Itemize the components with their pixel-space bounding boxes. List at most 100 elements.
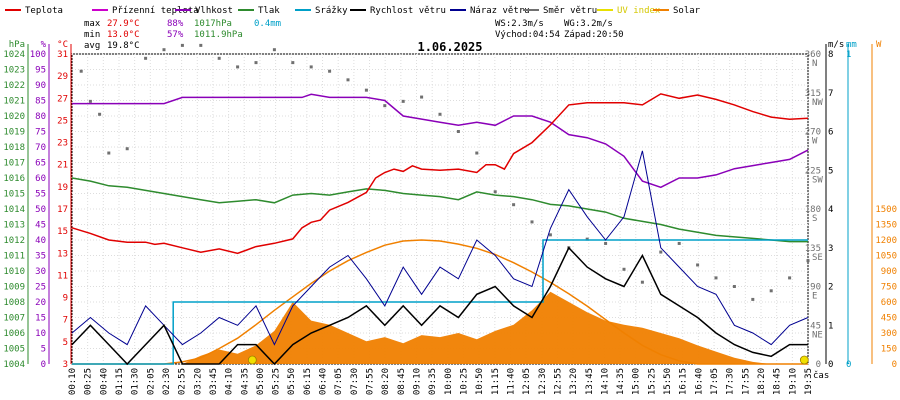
celsius-tick: 7 <box>63 316 68 326</box>
celsius-axis-title: °C <box>57 40 68 50</box>
temperature-line <box>71 93 809 255</box>
pct-tick: 55 <box>35 190 46 200</box>
celsius-tick: 3 <box>63 360 68 370</box>
x-tick: 02:55 <box>178 368 188 395</box>
pct-tick: 45 <box>35 221 46 231</box>
x-tick: 04:10 <box>225 368 235 395</box>
legend-label: Směr větru <box>543 6 597 16</box>
hpa-tick: 1024 <box>3 50 25 60</box>
x-tick: 01:30 <box>131 368 141 395</box>
x-tick: 05:25 <box>272 368 282 395</box>
pct-tick: 85 <box>35 97 46 107</box>
wind-direction-point <box>696 263 700 267</box>
x-tick: 14:10 <box>600 368 610 395</box>
dir-tick: 315 <box>805 89 821 99</box>
hpa-tick: 1019 <box>3 128 25 138</box>
pct-tick: 25 <box>35 283 46 293</box>
x-tick: 19:35 <box>804 368 814 395</box>
ms-tick: 3 <box>828 244 833 254</box>
hpa-tick: 1017 <box>3 159 25 169</box>
x-axis-title: čas <box>813 370 829 381</box>
stat-avg-temp: 19.8°C <box>107 41 140 51</box>
hpa-axis-title: hPa <box>9 40 25 50</box>
wind-direction-point <box>585 237 589 241</box>
wind-direction-point <box>364 88 368 92</box>
wind-direction-point <box>806 259 810 263</box>
x-tick: 17:55 <box>741 368 751 395</box>
dir-tick: 0 <box>816 360 821 370</box>
celsius-tick: 31 <box>57 50 68 60</box>
wind-direction-point <box>180 43 184 47</box>
x-tick: 12:05 <box>522 368 532 395</box>
hpa-tick: 1008 <box>3 298 25 308</box>
legend-label: UV index <box>617 6 661 16</box>
wind-direction-point <box>788 276 792 280</box>
pct-tick: 70 <box>35 143 46 153</box>
mm-tick: 0 <box>846 360 851 370</box>
x-tick: 03:20 <box>193 368 203 395</box>
wind-direction-point <box>640 280 644 284</box>
x-tick: 15:25 <box>647 368 657 395</box>
wind-direction-point <box>144 56 148 60</box>
dir-tick: 225 <box>805 166 821 176</box>
stat-max-temp: 27.9°C <box>107 19 140 29</box>
wind-direction-point <box>236 65 240 69</box>
wind-direction-point <box>732 285 736 288</box>
stat-wind-speed: WS:2.3m/s <box>495 19 544 29</box>
legend-label: Přízenní teplota <box>112 6 199 16</box>
stat-max-pressure: 1017hPa <box>194 19 232 29</box>
pct-tick: 40 <box>35 236 46 246</box>
hpa-tick: 1012 <box>3 236 25 246</box>
wind-direction-point <box>254 61 258 65</box>
wind-direction-point <box>604 241 608 245</box>
w-axis-title: W <box>876 40 882 50</box>
pct-tick: 100 <box>30 50 46 60</box>
celsius-tick: 29 <box>57 72 68 82</box>
pct-tick: 5 <box>41 345 46 355</box>
legend-label: Teplota <box>25 6 63 16</box>
x-tick: 13:20 <box>569 368 579 395</box>
humidity-line <box>72 93 809 189</box>
wind-direction-point <box>272 48 276 52</box>
x-tick: 10:00 <box>444 368 454 395</box>
hpa-tick: 1023 <box>3 66 25 76</box>
hpa-tick: 1009 <box>3 283 25 293</box>
x-tick: 12:55 <box>553 368 563 395</box>
stat-avg-label: avg <box>84 41 100 51</box>
wind-direction-point <box>714 276 718 280</box>
celsius-tick: 21 <box>57 161 68 171</box>
x-tick: 17:30 <box>726 368 736 395</box>
wind-speed-line <box>71 246 808 366</box>
wind-direction-point <box>456 130 460 133</box>
ms-tick: 8 <box>828 50 833 60</box>
w-tick: 900 <box>881 267 897 277</box>
ms-tick: 5 <box>828 166 833 176</box>
pct-tick: 50 <box>35 205 46 215</box>
x-tick: 08:45 <box>397 368 407 395</box>
wind-direction-point <box>548 233 552 237</box>
hpa-tick: 1005 <box>3 345 25 355</box>
ms-tick: 6 <box>828 128 833 138</box>
celsius-tick: 9 <box>63 294 68 304</box>
wind-direction-point <box>79 69 83 73</box>
x-tick: 03:45 <box>209 368 219 395</box>
stat-min-pressure: 1011.9hPa <box>194 30 243 40</box>
wind-direction-point <box>677 241 681 245</box>
wind-direction-point <box>512 203 516 207</box>
solar-measured-area <box>72 291 808 364</box>
x-tick: 19:10 <box>788 368 798 395</box>
legend-label: Rychlost větru <box>370 6 446 16</box>
pct-tick: 60 <box>35 174 46 184</box>
x-tick: 10:25 <box>459 368 469 395</box>
wind-direction-point <box>530 220 534 224</box>
hpa-tick: 1011 <box>3 252 25 262</box>
celsius-tick: 23 <box>57 139 68 149</box>
pct-tick: 80 <box>35 112 46 122</box>
x-tick: 06:15 <box>303 368 313 395</box>
pct-tick: 10 <box>35 329 46 339</box>
hpa-tick: 1020 <box>3 112 25 122</box>
dir-tick: 45 <box>810 321 821 331</box>
sunrise-marker <box>247 355 257 365</box>
w-tick: 1350 <box>875 221 897 231</box>
